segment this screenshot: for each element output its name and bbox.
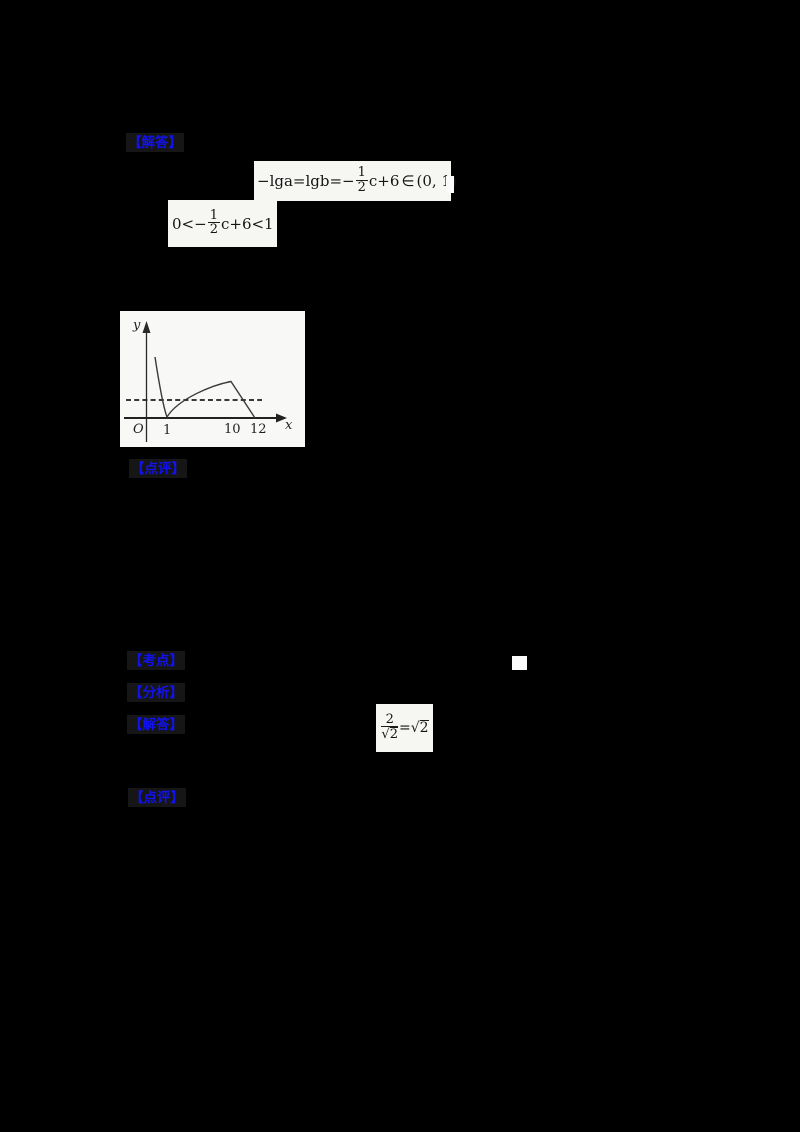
fraction-denominator: √2 [381, 727, 398, 743]
y-axis-arrow-icon [142, 321, 151, 333]
equals-sign: = [399, 720, 411, 736]
formula-sqrt-identity: 2 √2 = √ 2 [376, 704, 433, 752]
fraction-numerator: 2 [381, 713, 398, 728]
x-axis-label: x [285, 418, 293, 433]
radical-sign: √ [381, 727, 390, 743]
x-tick-1: 1 [163, 423, 171, 438]
graph-svg: y x O 1 10 12 [124, 318, 293, 442]
origin-label: O [133, 422, 144, 437]
radicand: 2 [419, 720, 429, 737]
fraction-numerator: 1 [207, 207, 220, 224]
formula-text: c+6 [368, 172, 400, 190]
y-axis-label: y [132, 318, 141, 333]
function-curve [154, 356, 256, 419]
element-of-symbol: ∈ [401, 172, 415, 190]
x-tick-12: 12 [250, 422, 267, 437]
x-tick-10: 10 [224, 422, 241, 437]
label-jieda-2: 【解答】 [127, 715, 185, 734]
formula-inequality: 0<− 1 2 c+6<1 [168, 200, 277, 247]
label-fenxi: 【分析】 [127, 683, 185, 702]
formula-lg-equation: −lga=lgb=− 1 2 c+6 ∈ (0, 1) [254, 161, 457, 201]
label-jieda-1: 【解答】 [126, 133, 184, 152]
fraction-denominator: 2 [209, 222, 218, 238]
x-axis-arrow-icon [276, 413, 287, 423]
label-dianping-1: 【点评】 [129, 459, 187, 478]
fraction-denominator: 2 [357, 179, 366, 195]
fraction: 2 √2 [381, 713, 398, 744]
function-graph: y x O 1 10 12 [120, 311, 305, 447]
radicand: 2 [389, 727, 398, 743]
radical-sign: √ [410, 720, 420, 736]
answer-box-square [512, 656, 527, 670]
formula-text: 0<− [172, 214, 207, 233]
cursor-square [446, 176, 454, 193]
formula-text: c+6<1 [220, 214, 274, 233]
fraction-numerator: 1 [355, 165, 368, 181]
label-kaodian: 【考点】 [127, 651, 185, 670]
label-dianping-2: 【点评】 [128, 788, 186, 807]
formula-text: −lga=lgb=− [257, 172, 355, 190]
